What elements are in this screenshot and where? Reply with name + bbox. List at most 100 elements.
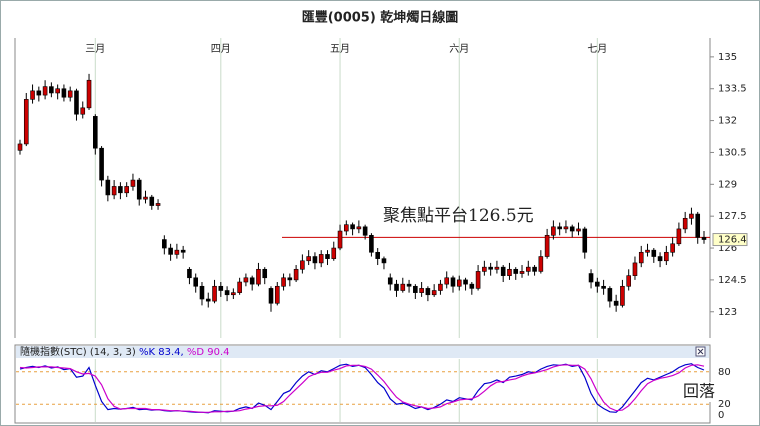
- candle-body: [118, 186, 123, 194]
- candle-body: [331, 247, 337, 259]
- candle-body: [475, 271, 481, 289]
- candle-body: [243, 277, 249, 283]
- candle-body: [168, 247, 173, 255]
- indicator-line: [19, 364, 705, 413]
- candle-body: [199, 285, 205, 300]
- candle-body: [532, 266, 537, 272]
- candle-body: [613, 300, 619, 306]
- candle-body: [551, 226, 556, 236]
- candle-body: [149, 196, 155, 206]
- candle-body: [218, 285, 224, 291]
- candle-body: [212, 285, 217, 302]
- candle-body: [187, 268, 192, 279]
- x-tick-label: 五月: [330, 43, 350, 55]
- candle-body: [413, 285, 418, 293]
- candle-body: [701, 237, 707, 240]
- candle-body: [30, 90, 35, 100]
- candle-body: [268, 288, 274, 304]
- candle-body: [463, 279, 468, 285]
- candle-body: [67, 90, 73, 98]
- indicator-header: [16, 346, 709, 358]
- candle-body: [682, 217, 688, 230]
- candle-body: [61, 88, 67, 98]
- candle-body: [381, 258, 387, 264]
- candle-body: [174, 249, 180, 255]
- candle-body: [375, 251, 380, 259]
- y-tick-label: 124.5: [718, 275, 747, 286]
- candle-body: [293, 268, 299, 281]
- candle-body: [306, 256, 311, 262]
- candle-body: [136, 179, 142, 200]
- indicator-name: 隨機指數(STC) (14, 3, 3): [20, 345, 136, 358]
- candle-body: [488, 266, 493, 270]
- candle-body: [645, 249, 650, 253]
- legend-label: %K 83.4,: [139, 347, 184, 358]
- candle-body: [400, 283, 406, 291]
- candle-body: [494, 266, 500, 270]
- candle-body: [657, 256, 663, 262]
- candle-body: [36, 90, 42, 96]
- candle-body: [607, 288, 613, 302]
- candle-body: [49, 86, 54, 94]
- candle-body: [482, 266, 487, 272]
- candle-body: [143, 196, 148, 200]
- candle-body: [425, 288, 431, 296]
- candle-body: [664, 251, 669, 262]
- candle-body: [256, 268, 261, 285]
- y-tick-label: 0: [718, 410, 724, 421]
- x-tick-label: 三月: [85, 43, 105, 55]
- candle-body: [350, 224, 355, 230]
- candle-body: [369, 234, 374, 253]
- y-tick-label: 80: [718, 367, 731, 378]
- last-price-box: [712, 233, 748, 247]
- candle-body: [507, 268, 512, 276]
- candle-body: [676, 228, 682, 245]
- candle-body: [337, 230, 343, 249]
- candle-body: [588, 273, 594, 283]
- candle-body: [224, 290, 230, 296]
- candle-body: [42, 86, 48, 96]
- candle-body: [651, 249, 657, 257]
- candle-body: [544, 234, 550, 257]
- candle-body: [231, 292, 236, 296]
- candle-body: [576, 228, 581, 232]
- y-tick-label: 126: [718, 243, 737, 254]
- candle-body: [500, 266, 506, 276]
- candle-body: [23, 99, 29, 145]
- candle-body: [601, 285, 606, 289]
- candle-body: [356, 226, 362, 230]
- candle-body: [205, 298, 211, 302]
- candle-body: [262, 268, 268, 279]
- candle-body: [237, 281, 242, 293]
- close-icon: [697, 348, 704, 355]
- y-tick-label: 127.5: [718, 211, 747, 222]
- candle-body: [105, 179, 111, 196]
- candle-body: [93, 116, 98, 149]
- y-tick-label: 123: [718, 307, 737, 318]
- candle-body: [17, 143, 23, 151]
- candle-body: [180, 249, 186, 253]
- candle-body: [318, 254, 324, 264]
- candle-body: [362, 226, 368, 236]
- candle-body: [563, 226, 569, 230]
- candle-body: [130, 179, 136, 187]
- candle-body: [450, 277, 456, 287]
- candle-body: [394, 283, 399, 291]
- candle-body: [300, 260, 305, 270]
- y-tick-label: 132: [718, 116, 737, 127]
- candle-body: [438, 283, 443, 291]
- y-tick-label: 130.5: [718, 147, 747, 158]
- candle-body: [325, 254, 330, 259]
- candle-body: [419, 288, 424, 293]
- y-tick-label: 133.5: [718, 84, 747, 95]
- candle-body: [557, 226, 562, 230]
- candle-body: [312, 256, 318, 264]
- candle-body: [670, 243, 675, 253]
- candle-body: [595, 281, 600, 287]
- candle-body: [569, 226, 575, 232]
- y-tick-label: 129: [718, 179, 737, 190]
- candle-body: [620, 285, 625, 306]
- candle-body: [431, 290, 437, 296]
- candle-body: [249, 277, 255, 285]
